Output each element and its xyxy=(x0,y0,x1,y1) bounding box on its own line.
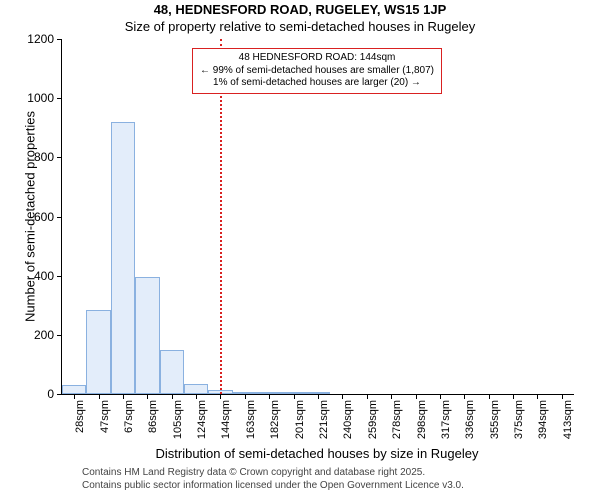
footer-line-1: Contains HM Land Registry data © Crown c… xyxy=(82,467,425,478)
histogram-bar xyxy=(86,310,110,394)
histogram-bar xyxy=(160,350,184,394)
xtick-label: 317sqm xyxy=(440,400,452,439)
xtick-label: 375sqm xyxy=(513,400,525,439)
xtick-label: 240sqm xyxy=(342,400,354,439)
xtick-label: 413sqm xyxy=(562,400,574,439)
histogram-bar xyxy=(62,385,86,394)
xtick-label: 298sqm xyxy=(416,400,428,439)
chart-subtitle: Size of property relative to semi-detach… xyxy=(0,19,600,34)
xtick-label: 86sqm xyxy=(147,400,159,433)
xtick-label: 182sqm xyxy=(269,400,281,439)
xtick-label: 47sqm xyxy=(99,400,111,433)
annotation-line: 1% of semi-detached houses are larger (2… xyxy=(198,77,436,90)
ytick-label: 1200 xyxy=(27,32,54,46)
xtick-label: 259sqm xyxy=(367,400,379,439)
xtick-label: 163sqm xyxy=(245,400,257,439)
histogram-bar xyxy=(184,384,208,394)
xtick-label: 144sqm xyxy=(220,400,232,439)
footer-line-2: Contains public sector information licen… xyxy=(82,480,464,491)
annotation-box: 48 HEDNESFORD ROAD: 144sqm← 99% of semi-… xyxy=(192,48,442,94)
y-axis-label: Number of semi-detached properties xyxy=(23,86,38,346)
xtick-label: 124sqm xyxy=(196,400,208,439)
chart-title: 48, HEDNESFORD ROAD, RUGELEY, WS15 1JP xyxy=(0,2,600,17)
xtick-label: 201sqm xyxy=(294,400,306,439)
ytick-label: 0 xyxy=(47,387,54,401)
chart-container: 48, HEDNESFORD ROAD, RUGELEY, WS15 1JP S… xyxy=(0,0,600,500)
xtick-label: 355sqm xyxy=(489,400,501,439)
x-axis-label: Distribution of semi-detached houses by … xyxy=(61,446,573,461)
xtick-label: 278sqm xyxy=(391,400,403,439)
annotation-line: ← 99% of semi-detached houses are smalle… xyxy=(198,65,436,78)
xtick-label: 105sqm xyxy=(172,400,184,439)
histogram-bar xyxy=(111,122,135,394)
annotation-line: 48 HEDNESFORD ROAD: 144sqm xyxy=(198,52,436,65)
xtick-label: 336sqm xyxy=(464,400,476,439)
xtick-label: 394sqm xyxy=(537,400,549,439)
xtick-label: 221sqm xyxy=(318,400,330,439)
plot-area: 02004006008001000120028sqm47sqm67sqm86sq… xyxy=(61,39,574,395)
xtick-label: 28sqm xyxy=(74,400,86,433)
xtick-label: 67sqm xyxy=(123,400,135,433)
histogram-bar xyxy=(135,277,159,394)
